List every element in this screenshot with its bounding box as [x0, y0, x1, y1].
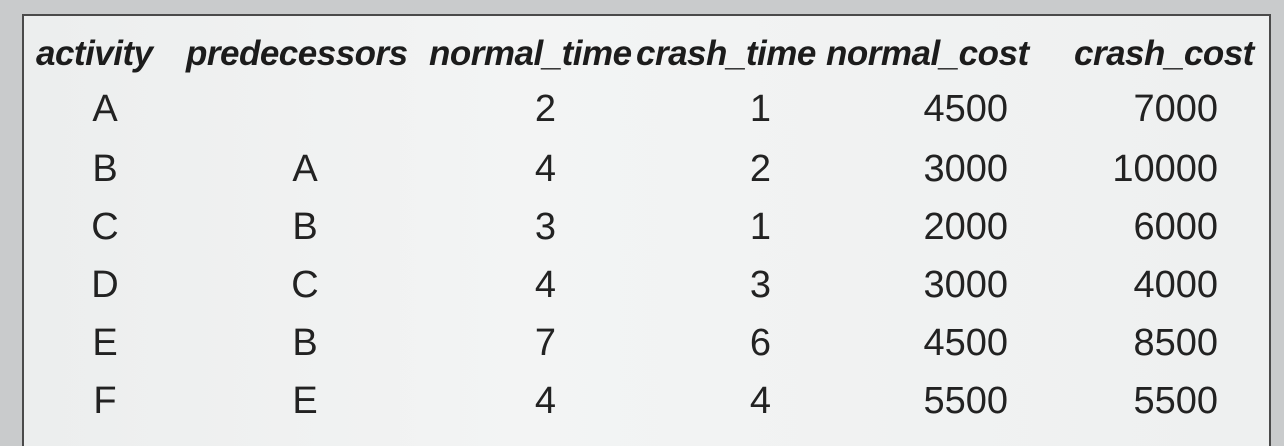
table-cell-normal-cost: 3000	[923, 148, 1008, 190]
table-cell-predecessors: C	[291, 264, 319, 306]
table-cell-crash-time: 2	[749, 148, 771, 190]
header-predecessors: predecessors	[186, 34, 408, 73]
table-cell-normal-time: 4	[534, 264, 556, 306]
table-cell-activity: B	[92, 148, 118, 190]
table-cell-crash-cost: 4000	[1133, 264, 1218, 306]
table-container	[22, 14, 1271, 446]
table-cell-crash-cost: 7000	[1133, 88, 1218, 130]
header-normal-time: normal_time	[429, 34, 632, 73]
table-cell-crash-time: 3	[749, 264, 771, 306]
table-cell-activity: A	[92, 88, 118, 130]
header-crash-cost: crash_cost	[1074, 34, 1254, 73]
table-cell-crash-time: 4	[749, 380, 771, 422]
table-cell-crash-cost: 10000	[1112, 148, 1218, 190]
table-row: D C 4 3 3000 4000	[0, 264, 1284, 314]
table-cell-crash-cost: 8500	[1133, 322, 1218, 364]
header-normal-cost: normal_cost	[826, 34, 1029, 73]
table-cell-normal-time: 4	[534, 148, 556, 190]
header-activity: activity	[36, 34, 153, 73]
table-cell-predecessors: A	[292, 148, 318, 190]
table-cell-normal-cost: 4500	[923, 88, 1008, 130]
table-cell-crash-time: 1	[749, 88, 771, 130]
table-cell-normal-time: 4	[534, 380, 556, 422]
table-cell-normal-cost: 4500	[923, 322, 1008, 364]
table-row: B A 4 2 3000 10000	[0, 148, 1284, 198]
table-cell-normal-cost: 3000	[923, 264, 1008, 306]
table-row: C B 3 1 2000 6000	[0, 206, 1284, 256]
header-crash-time: crash_time	[636, 34, 816, 73]
table-cell-normal-time: 3	[534, 206, 556, 248]
table-cell-normal-time: 7	[534, 322, 556, 364]
table-cell-normal-time: 2	[534, 88, 556, 130]
table-cell-crash-time: 6	[749, 322, 771, 364]
table-cell-activity: F	[93, 380, 117, 422]
table-cell-crash-time: 1	[749, 206, 771, 248]
table-row: F E 4 4 5500 5500	[0, 380, 1284, 430]
table-row: A 2 1 4500 7000	[0, 88, 1284, 138]
table-row: E B 7 6 4500 8500	[0, 322, 1284, 372]
table-cell-predecessors: B	[292, 322, 318, 364]
table-cell-normal-cost: 5500	[923, 380, 1008, 422]
table-cell-activity: E	[92, 322, 118, 364]
table-cell-predecessors: B	[292, 206, 318, 248]
table-cell-normal-cost: 2000	[923, 206, 1008, 248]
table-cell-activity: C	[91, 206, 119, 248]
table-cell-activity: D	[91, 264, 119, 306]
table-cell-crash-cost: 5500	[1133, 380, 1218, 422]
table-cell-crash-cost: 6000	[1133, 206, 1218, 248]
table-cell-predecessors: E	[292, 380, 318, 422]
